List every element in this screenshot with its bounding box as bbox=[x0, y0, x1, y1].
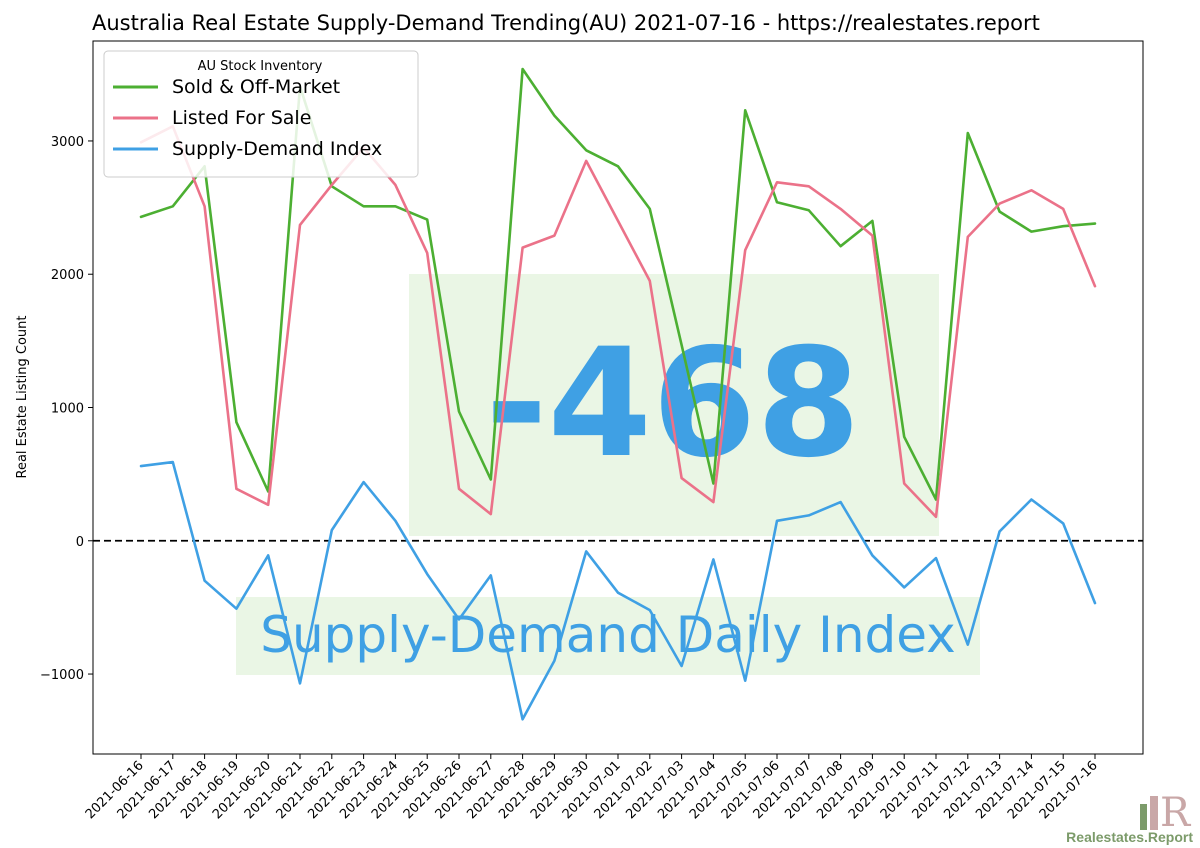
brand-bar-icon bbox=[1150, 796, 1158, 830]
brand-bar-icon bbox=[1140, 804, 1147, 830]
legend-title: AU Stock Inventory bbox=[198, 59, 323, 74]
brand-logo: R Realestates.Report bbox=[1066, 790, 1193, 845]
annotation-label: Supply-Demand Daily Index bbox=[260, 606, 956, 664]
brand-text: Realestates.Report bbox=[1066, 829, 1193, 845]
y-axis-label: Real Estate Listing Count bbox=[15, 315, 30, 478]
legend-label: Listed For Sale bbox=[172, 107, 311, 129]
y-axis: −1000 0 1000 2000 3000 bbox=[40, 135, 93, 683]
legend-label: Supply-Demand Index bbox=[172, 138, 382, 160]
y-tick-label: 0 bbox=[76, 535, 84, 550]
y-tick-label: 2000 bbox=[51, 268, 84, 283]
y-tick-label: 1000 bbox=[51, 401, 84, 416]
legend-box bbox=[103, 50, 419, 178]
x-axis: 2021-06-162021-06-172021-06-182021-06-19… bbox=[83, 754, 1101, 822]
chart-title: Australia Real Estate Supply-Demand Tren… bbox=[92, 11, 1040, 35]
label-highlight-box bbox=[236, 597, 980, 675]
brand-r-icon: R bbox=[1160, 790, 1192, 836]
legend: AU Stock Inventory Sold & Off-Market List… bbox=[103, 50, 419, 178]
legend-label: Sold & Off-Market bbox=[172, 76, 340, 98]
overlay-text-layer: -468 Supply-Demand Daily Index bbox=[260, 317, 956, 664]
y-tick-label: −1000 bbox=[40, 668, 84, 683]
series-line-listed-for-sale bbox=[139, 125, 1097, 519]
y-tick-label: 3000 bbox=[51, 135, 84, 150]
series-line-supply-demand-index bbox=[139, 460, 1097, 721]
annotation-value: -468 bbox=[485, 317, 860, 491]
